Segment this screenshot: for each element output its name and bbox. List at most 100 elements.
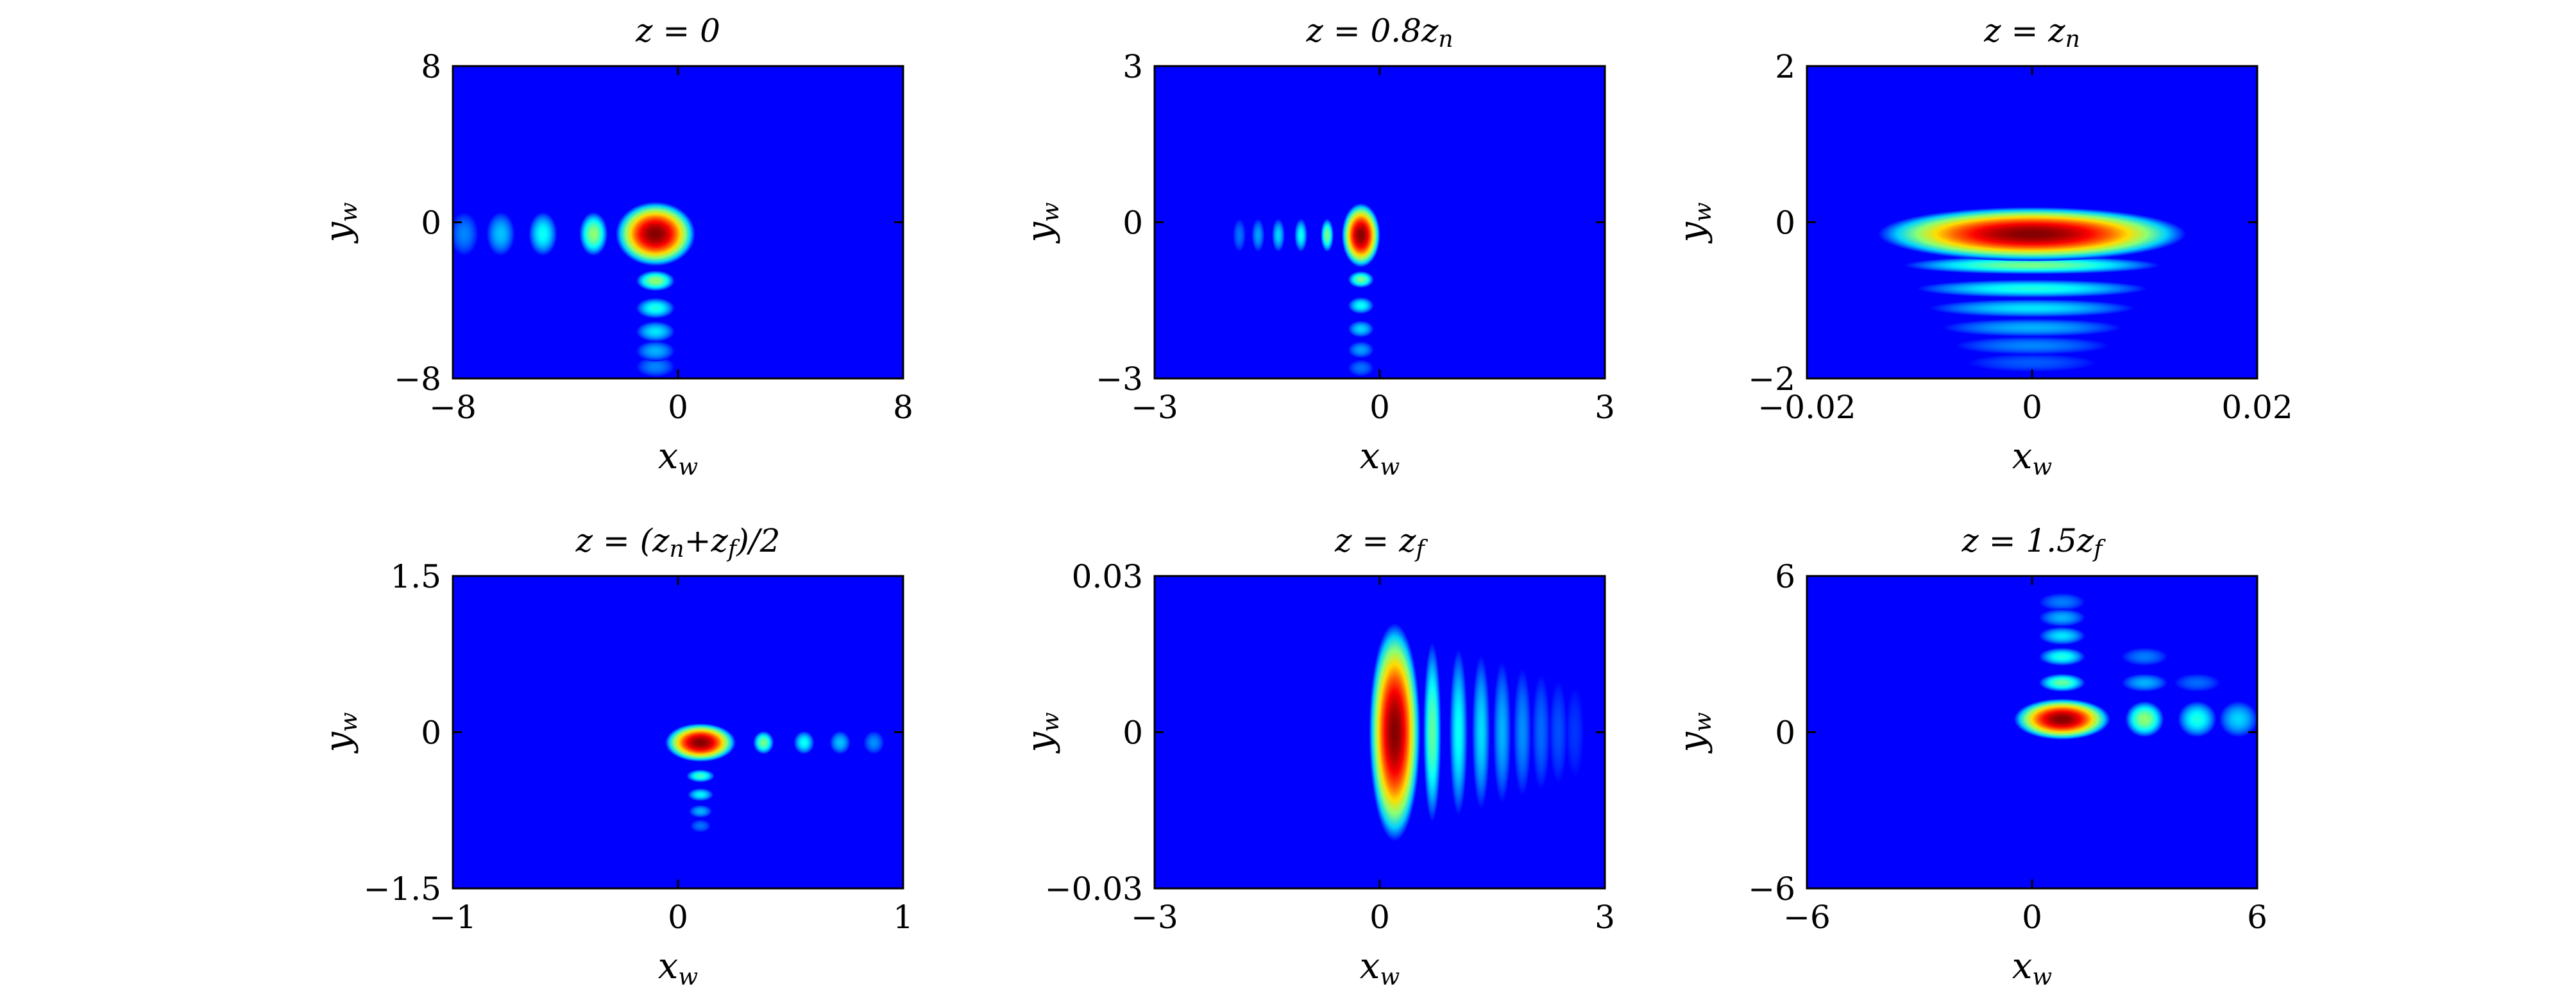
y-tick-label: 0.03 (1072, 558, 1143, 595)
intensity-spot (2174, 674, 2221, 692)
panel-title: z = 0 (635, 12, 720, 49)
intensity-spot (689, 804, 713, 818)
y-tick-label: −6 (1748, 870, 1795, 908)
panel-1: −8 0 8 8 0 −8 z = 0 xw yw (318, 12, 913, 480)
y-tick-label: 0 (421, 715, 441, 752)
y-axis-label: yw (1672, 202, 1716, 244)
intensity-spot (453, 212, 479, 256)
y-tick-label: 1.5 (390, 558, 441, 595)
intensity-spot (1878, 207, 2186, 261)
y-tick-label: −1.5 (364, 870, 441, 908)
intensity-spot (2038, 608, 2085, 627)
panel-title: z = 0.8zn (1305, 12, 1453, 53)
x-tick-label: −6 (1783, 899, 1831, 936)
intensity-spot (1917, 279, 2148, 298)
y-tick-label: −8 (394, 360, 441, 398)
y-tick-label: −2 (1748, 360, 1795, 398)
x-tick-label: 1 (893, 899, 913, 936)
x-tick-label: −1 (429, 899, 477, 936)
x-tick-label: 0 (1369, 389, 1390, 426)
y-tick-label: −3 (1096, 360, 1143, 398)
intensity-spot (863, 731, 885, 754)
x-tick-label: −3 (1131, 389, 1178, 426)
y-tick-label: 2 (1775, 48, 1795, 85)
intensity-spot (2178, 701, 2217, 738)
panel-title: z = zn (1983, 12, 2080, 53)
intensity-spot (1294, 218, 1308, 252)
x-tick-label: 6 (2247, 899, 2267, 936)
intensity-spot (2013, 699, 2110, 740)
intensity-spot (688, 788, 714, 801)
intensity-spot (2125, 701, 2164, 738)
intensity-spot (686, 769, 715, 783)
x-axis-label: xw (1360, 945, 1400, 990)
intensity-spot (486, 212, 515, 256)
intensity-spot (1942, 318, 2122, 337)
intensity-spot (636, 298, 675, 319)
intensity-spot (829, 731, 851, 754)
y-axis-label: yw (1019, 202, 1064, 244)
intensity-spot (1272, 218, 1285, 252)
intensity-spot (1423, 642, 1441, 822)
panel-2: −3 0 3 3 0 −3 z = 0.8zn xw yw (1019, 12, 1615, 480)
intensity-spot (2038, 593, 2085, 611)
y-tick-label: 6 (1775, 558, 1795, 595)
intensity-spot (1348, 341, 1374, 359)
y-tick-label: 0 (1775, 205, 1795, 242)
y-axis-label: yw (318, 202, 362, 244)
intensity-spot (2038, 627, 2085, 645)
x-axis-label: xw (2012, 945, 2053, 990)
y-tick-label: 0 (1123, 715, 1143, 752)
y-tick-label: 8 (421, 48, 441, 85)
intensity-spot (1348, 297, 1374, 314)
x-tick-label: 0 (2022, 899, 2042, 936)
panel-3: −0.02 0 0.02 2 0 −2 z = zn xw yw (1672, 12, 2293, 480)
x-tick-label: −0.02 (1758, 389, 1856, 426)
intensity-spot (636, 270, 675, 291)
intensity-spot (615, 201, 695, 266)
intensity-spot (1968, 353, 2096, 372)
intensity-spot (1251, 218, 1265, 252)
panel-6: −6 0 6 6 0 −6 z = 1.5zf xw yw (1672, 522, 2267, 990)
intensity-spot (690, 819, 711, 833)
x-tick-label: −3 (1131, 899, 1178, 936)
intensity-spot (1233, 218, 1246, 252)
intensity-spot (1493, 661, 1511, 803)
x-axis-label: xw (658, 436, 699, 480)
x-tick-label: −8 (429, 389, 477, 426)
intensity-spot (2121, 674, 2168, 692)
x-tick-label: 0 (1369, 899, 1390, 936)
intensity-spot (579, 212, 608, 256)
y-tick-label: −0.03 (1045, 870, 1143, 908)
x-tick-label: 3 (1595, 389, 1615, 426)
intensity-spot (1532, 674, 1550, 790)
intensity-spot (636, 321, 675, 342)
intensity-spot (1955, 336, 2109, 355)
plot-background (1155, 66, 1605, 378)
intensity-spot (1904, 256, 2160, 275)
y-axis-label: yw (318, 712, 362, 754)
x-tick-label: 0.02 (2221, 389, 2292, 426)
intensity-spot (1348, 271, 1374, 288)
intensity-spot (1369, 623, 1421, 842)
intensity-spot (753, 731, 774, 754)
x-tick-label: 8 (893, 389, 913, 426)
panel-title: z = zf (1334, 522, 1428, 563)
y-tick-label: 0 (1123, 205, 1143, 242)
x-axis-label: xw (2012, 436, 2053, 480)
x-axis-label: xw (658, 945, 699, 990)
intensity-spot (1471, 655, 1490, 809)
x-tick-label: 0 (668, 899, 688, 936)
y-tick-label: 3 (1123, 48, 1143, 85)
intensity-spot (1341, 203, 1380, 267)
y-axis-label: yw (1019, 712, 1064, 754)
intensity-spot (1348, 320, 1374, 337)
intensity-spot (793, 731, 815, 754)
intensity-spot (636, 341, 675, 362)
intensity-spot (2219, 701, 2257, 738)
intensity-spot (636, 356, 675, 377)
intensity-spot (1566, 687, 1584, 777)
x-axis-label: xw (1360, 436, 1400, 480)
x-tick-label: 0 (2022, 389, 2042, 426)
panel-4: −1 0 1 1.5 0 −1.5 z = (zn+zf)/2 xw yw (318, 522, 913, 990)
